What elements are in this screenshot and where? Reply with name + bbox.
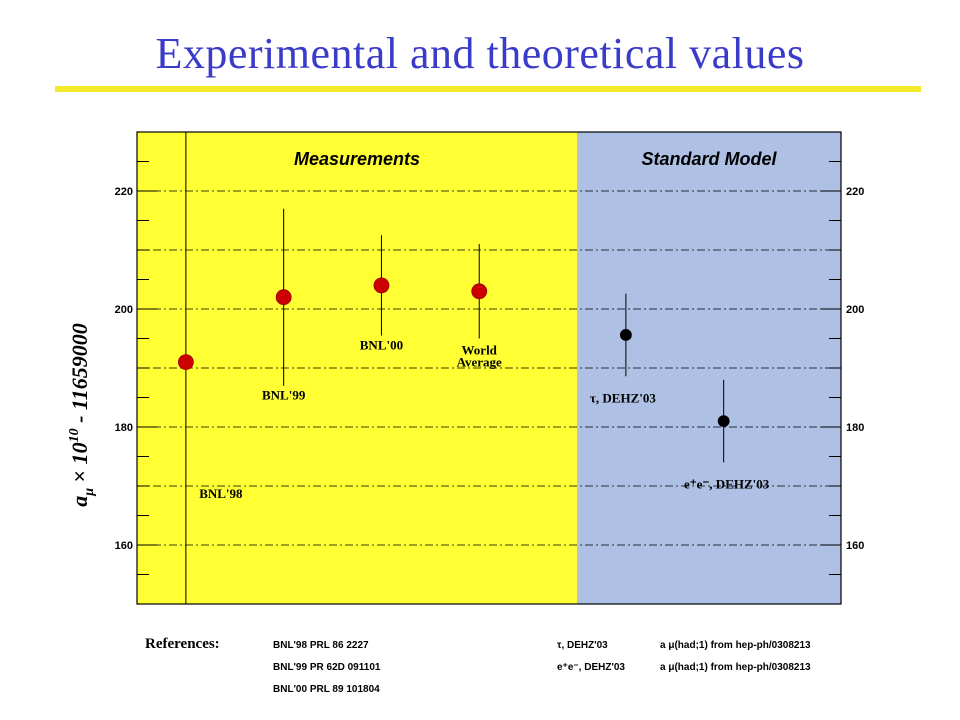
point-label: BNL'98 (199, 486, 243, 501)
data-point (619, 329, 632, 341)
point-label: BNL'99 (262, 388, 306, 403)
reference-right-2-name: e⁺e⁻, DEHZ'03 (557, 662, 625, 673)
region-label: Measurements (294, 149, 420, 169)
reference-left-2: BNL'99 PR 62D 091101 (273, 662, 381, 673)
slide-title: Experimental and theoretical values (155, 29, 805, 78)
point-label: World Average (457, 343, 502, 370)
reference-right-1-detail: a μ(had;1) from hep-ph/0308213 (660, 640, 811, 651)
y-tick-label-right: 180 (846, 422, 864, 434)
y-tick-label-left: 220 (115, 186, 133, 198)
y-tick-label-right: 160 (846, 540, 864, 552)
y-tick-label-left: 180 (115, 422, 133, 434)
region-label: Standard Model (641, 149, 777, 169)
references-heading: References: (145, 636, 220, 652)
y-axis-label: aμ × 1010 - 11659000 (67, 323, 97, 506)
y-tick-label-left: 200 (115, 304, 133, 316)
point-label: BNL'00 (360, 338, 403, 353)
y-tick-label-right: 220 (846, 186, 864, 198)
reference-right-2-detail: a μ(had;1) from hep-ph/0308213 (660, 662, 811, 673)
point-label: τ, DEHZ'03 (590, 390, 656, 405)
reference-left-3: BNL'00 PRL 89 101804 (273, 684, 380, 695)
title-underline (55, 86, 921, 92)
y-tick-label-right: 200 (846, 304, 864, 316)
data-point (717, 415, 730, 428)
reference-left-1: BNL'98 PRL 86 2227 (273, 640, 369, 651)
point-label: e⁺e⁻, DEHZ'03 (684, 476, 770, 491)
data-point (177, 354, 194, 371)
reference-right-1-name: τ, DEHZ'03 (557, 640, 608, 651)
data-point (275, 289, 292, 306)
data-point (373, 277, 390, 294)
y-tick-label-left: 160 (115, 540, 133, 552)
data-point (471, 283, 488, 300)
